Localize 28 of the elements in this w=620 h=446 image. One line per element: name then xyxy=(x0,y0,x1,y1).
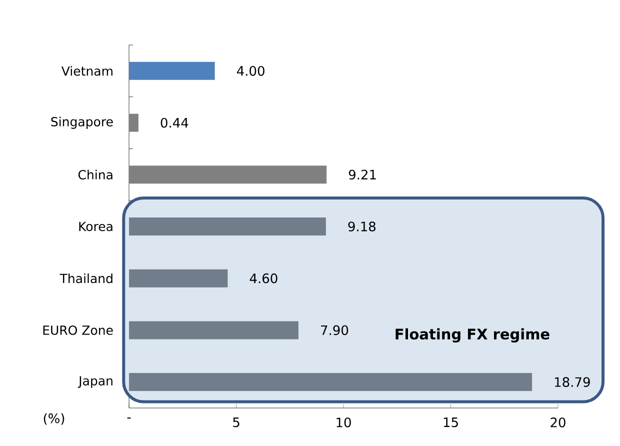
x-axis-title: (%) xyxy=(44,413,64,425)
x-tick-label: 5 xyxy=(233,418,240,428)
bar xyxy=(129,166,327,184)
x-tick-label: 20 xyxy=(550,418,566,428)
data-label: 4.60 xyxy=(250,273,278,284)
data-label: 9.18 xyxy=(348,222,376,232)
y-tick-label: China xyxy=(78,170,112,180)
y-tick-label: Thailand xyxy=(60,274,112,284)
y-tick-label: Korea xyxy=(79,222,112,232)
bar xyxy=(129,114,138,132)
y-tick-label: Singapore xyxy=(51,116,113,129)
bar xyxy=(129,373,532,392)
x-tick-label: - xyxy=(127,418,131,419)
band-label: Floating FX regime xyxy=(396,328,550,342)
y-tick-label: Japan xyxy=(78,376,112,388)
y-tick-label: Vietnam xyxy=(61,66,112,76)
data-label: 7.90 xyxy=(321,325,348,336)
bar xyxy=(129,321,298,340)
bar xyxy=(129,62,215,80)
data-label: 18.79 xyxy=(555,377,590,387)
bar xyxy=(129,217,326,236)
y-tick-label: EURO Zone xyxy=(43,325,113,335)
x-tick-label: 15 xyxy=(444,418,458,428)
data-label: 0.44 xyxy=(160,118,188,128)
data-label: 4.00 xyxy=(236,66,264,76)
x-tick-label: 10 xyxy=(336,418,351,428)
data-label: 9.21 xyxy=(348,170,376,180)
bar xyxy=(129,269,228,288)
